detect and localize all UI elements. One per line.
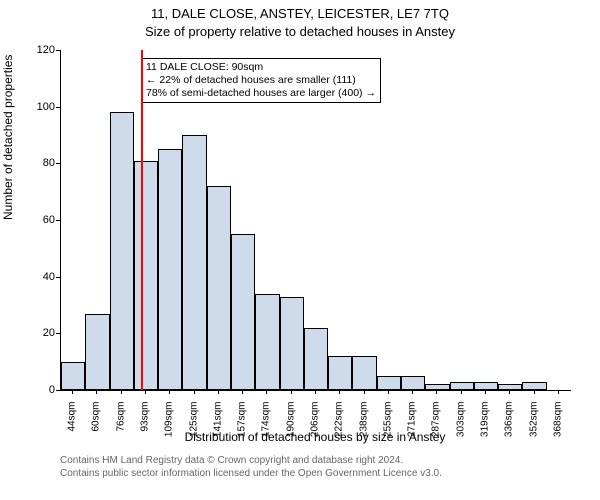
- x-tick-mark: [194, 390, 195, 394]
- footer-line-1: Contains HM Land Registry data © Crown c…: [60, 454, 570, 467]
- y-tick-mark: [56, 50, 60, 51]
- x-tick-label: 238sqm: [358, 402, 369, 442]
- x-tick-label: 141sqm: [212, 402, 223, 442]
- y-tick-mark: [56, 107, 60, 108]
- x-tick-mark: [218, 390, 219, 394]
- chart-title-main: 11, DALE CLOSE, ANSTEY, LEICESTER, LE7 7…: [0, 6, 600, 21]
- footer-line-2: Contains public sector information licen…: [60, 467, 570, 480]
- y-tick-label: 40: [43, 271, 55, 283]
- y-tick-label: 60: [43, 214, 55, 226]
- histogram-bar: [352, 356, 376, 390]
- x-tick-mark: [388, 390, 389, 394]
- x-tick-label: 93sqm: [140, 402, 151, 442]
- histogram-bar: [182, 135, 206, 390]
- histogram-bar: [401, 376, 425, 390]
- x-tick-mark: [315, 390, 316, 394]
- footer-attribution: Contains HM Land Registry data © Crown c…: [60, 454, 570, 480]
- histogram-bar: [85, 314, 109, 391]
- x-tick-label: 76sqm: [115, 402, 126, 442]
- x-tick-label: 352sqm: [528, 402, 539, 442]
- x-tick-mark: [266, 390, 267, 394]
- y-tick-mark: [56, 220, 60, 221]
- x-tick-mark: [558, 390, 559, 394]
- histogram-bar: [522, 382, 546, 391]
- y-axis-label: Number of detached properties: [1, 55, 15, 220]
- y-tick-mark: [56, 333, 60, 334]
- y-tick-label: 80: [43, 157, 55, 169]
- annotation-line-2: ← 22% of detached houses are smaller (11…: [146, 74, 376, 87]
- x-tick-label: 303sqm: [455, 402, 466, 442]
- histogram-bar: [231, 234, 255, 390]
- x-tick-mark: [364, 390, 365, 394]
- x-tick-label: 319sqm: [480, 402, 491, 442]
- x-tick-label: 44sqm: [67, 402, 78, 442]
- annotation-line-1: 11 DALE CLOSE: 90sqm: [146, 61, 376, 74]
- histogram-bar: [377, 376, 401, 390]
- y-tick-label: 120: [37, 44, 55, 56]
- y-tick-label: 0: [49, 384, 55, 396]
- plot-area: 11 DALE CLOSE: 90sqm ← 22% of detached h…: [60, 50, 571, 391]
- histogram-bar: [474, 382, 498, 391]
- y-tick-label: 20: [43, 327, 55, 339]
- histogram-bar: [110, 112, 134, 390]
- x-tick-mark: [509, 390, 510, 394]
- chart-title-sub: Size of property relative to detached ho…: [0, 24, 600, 39]
- histogram-bar: [134, 161, 158, 391]
- x-tick-mark: [291, 390, 292, 394]
- y-tick-mark: [56, 277, 60, 278]
- x-tick-label: 174sqm: [261, 402, 272, 442]
- x-tick-label: 271sqm: [407, 402, 418, 442]
- x-tick-mark: [121, 390, 122, 394]
- x-tick-mark: [534, 390, 535, 394]
- histogram-bar: [61, 362, 85, 390]
- x-tick-label: 255sqm: [382, 402, 393, 442]
- histogram-bar: [425, 384, 449, 390]
- chart-container: 11, DALE CLOSE, ANSTEY, LEICESTER, LE7 7…: [0, 0, 600, 500]
- x-tick-mark: [72, 390, 73, 394]
- histogram-bar: [450, 382, 474, 391]
- histogram-bar: [207, 186, 231, 390]
- x-tick-label: 206sqm: [310, 402, 321, 442]
- x-tick-mark: [461, 390, 462, 394]
- x-tick-label: 368sqm: [552, 402, 563, 442]
- x-tick-mark: [485, 390, 486, 394]
- y-tick-mark: [56, 163, 60, 164]
- x-tick-mark: [242, 390, 243, 394]
- y-tick-mark: [56, 390, 60, 391]
- histogram-bar: [328, 356, 352, 390]
- reference-line: [141, 50, 143, 390]
- histogram-bar: [255, 294, 279, 390]
- x-tick-label: 125sqm: [188, 402, 199, 442]
- x-tick-mark: [436, 390, 437, 394]
- annotation-line-3: 78% of semi-detached houses are larger (…: [146, 87, 376, 100]
- x-tick-label: 190sqm: [285, 402, 296, 442]
- x-tick-label: 222sqm: [334, 402, 345, 442]
- x-tick-label: 60sqm: [91, 402, 102, 442]
- x-tick-mark: [339, 390, 340, 394]
- annotation-box: 11 DALE CLOSE: 90sqm ← 22% of detached h…: [141, 58, 381, 103]
- x-tick-mark: [412, 390, 413, 394]
- x-tick-label: 109sqm: [164, 402, 175, 442]
- x-tick-mark: [169, 390, 170, 394]
- histogram-bar: [158, 149, 182, 390]
- y-tick-label: 100: [37, 101, 55, 113]
- x-tick-label: 157sqm: [237, 402, 248, 442]
- histogram-bar: [304, 328, 328, 390]
- x-tick-label: 336sqm: [504, 402, 515, 442]
- x-tick-mark: [96, 390, 97, 394]
- histogram-bar: [280, 297, 304, 391]
- x-tick-label: 287sqm: [431, 402, 442, 442]
- x-tick-mark: [145, 390, 146, 394]
- histogram-bar: [498, 384, 522, 390]
